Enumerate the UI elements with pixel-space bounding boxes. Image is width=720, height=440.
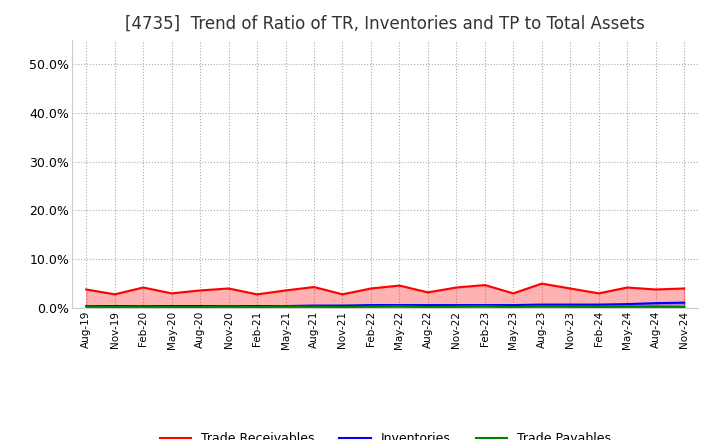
Trade Payables (196, 304, 204, 310)
Trade Receivables (395, 283, 404, 288)
Inventories (566, 302, 575, 307)
Trade Payables (282, 304, 290, 309)
Inventories (509, 302, 518, 308)
Title: [4735]  Trend of Ratio of TR, Inventories and TP to Total Assets: [4735] Trend of Ratio of TR, Inventories… (125, 15, 645, 33)
Inventories (338, 303, 347, 308)
Trade Payables (480, 304, 489, 309)
Trade Receivables (480, 282, 489, 288)
Trade Receivables (196, 288, 204, 293)
Trade Receivables (225, 286, 233, 291)
Trade Receivables (282, 288, 290, 293)
Trade Payables (110, 304, 119, 310)
Inventories (452, 302, 461, 308)
Inventories (139, 304, 148, 309)
Trade Payables (652, 304, 660, 309)
Inventories (253, 304, 261, 309)
Trade Payables (537, 304, 546, 309)
Trade Payables (253, 304, 261, 310)
Inventories (310, 303, 318, 308)
Trade Receivables (509, 291, 518, 296)
Inventories (595, 302, 603, 307)
Inventories (480, 302, 489, 308)
Trade Payables (338, 304, 347, 310)
Inventories (680, 300, 688, 305)
Line: Trade Receivables: Trade Receivables (86, 284, 684, 294)
Trade Payables (566, 304, 575, 309)
Trade Payables (680, 304, 688, 310)
Inventories (423, 302, 432, 308)
Inventories (537, 302, 546, 307)
Trade Receivables (566, 286, 575, 291)
Inventories (366, 302, 375, 308)
Trade Receivables (652, 287, 660, 292)
Trade Receivables (623, 285, 631, 290)
Trade Receivables (452, 285, 461, 290)
Trade Payables (452, 304, 461, 309)
Trade Receivables (595, 291, 603, 296)
Inventories (110, 304, 119, 309)
Inventories (82, 304, 91, 309)
Inventories (196, 304, 204, 309)
Trade Payables (595, 304, 603, 310)
Trade Receivables (680, 286, 688, 291)
Inventories (282, 304, 290, 309)
Trade Receivables (167, 291, 176, 296)
Inventories (225, 304, 233, 309)
Trade Receivables (366, 286, 375, 291)
Trade Payables (509, 304, 518, 310)
Legend: Trade Receivables, Inventories, Trade Payables: Trade Receivables, Inventories, Trade Pa… (155, 427, 616, 440)
Trade Payables (310, 304, 318, 309)
Trade Receivables (110, 292, 119, 297)
Trade Receivables (310, 284, 318, 290)
Line: Inventories: Inventories (86, 303, 684, 306)
Inventories (623, 301, 631, 307)
Trade Receivables (139, 285, 148, 290)
Trade Receivables (253, 292, 261, 297)
Line: Trade Payables: Trade Payables (86, 306, 684, 307)
Trade Payables (395, 304, 404, 309)
Trade Receivables (423, 290, 432, 295)
Trade Receivables (82, 287, 91, 292)
Trade Payables (139, 304, 148, 309)
Inventories (167, 304, 176, 309)
Trade Payables (623, 304, 631, 309)
Trade Payables (167, 304, 176, 310)
Trade Payables (82, 304, 91, 309)
Inventories (652, 301, 660, 306)
Inventories (395, 302, 404, 308)
Trade Receivables (537, 281, 546, 286)
Trade Payables (423, 304, 432, 310)
Trade Receivables (338, 292, 347, 297)
Trade Payables (225, 304, 233, 309)
Trade Payables (366, 304, 375, 309)
